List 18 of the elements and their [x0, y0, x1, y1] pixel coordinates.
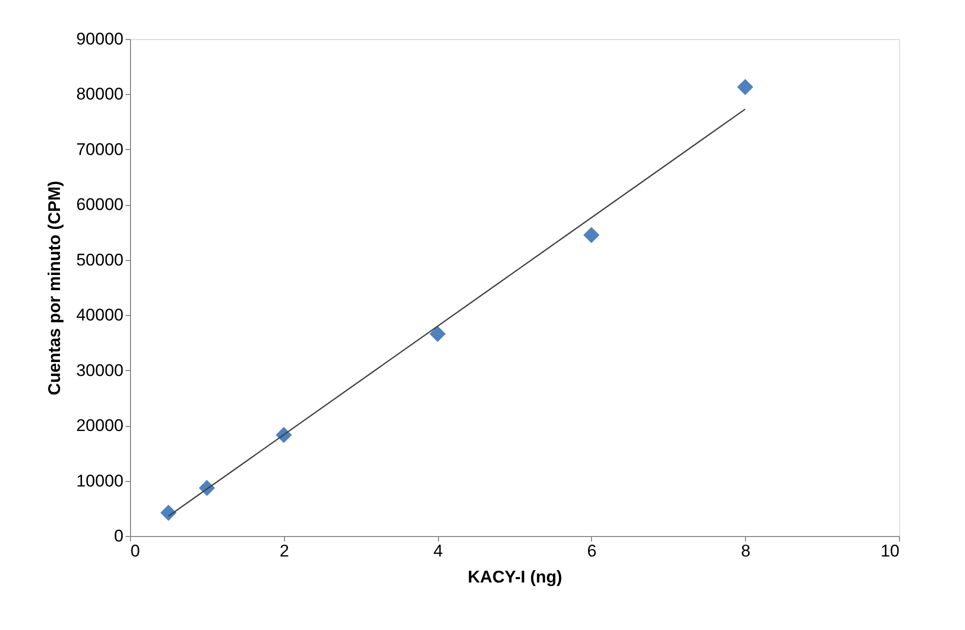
y-tick-label: 80000 [76, 84, 124, 104]
y-tick-label: 0 [114, 526, 124, 546]
y-tick-label: 30000 [76, 360, 124, 380]
x-tick-label: 10 [880, 542, 900, 560]
y-tick-label: 50000 [76, 250, 124, 270]
x-tick-label: 6 [587, 542, 597, 560]
x-tick-label: 8 [740, 542, 750, 560]
x-axis-title: KACY-I (ng) [468, 568, 562, 586]
y-tick-label: 70000 [76, 140, 124, 159]
y-tick-label: 10000 [76, 471, 124, 490]
y-axis-title: Cuentas por minuto (CPM) [45, 180, 64, 396]
x-tick-label: 2 [280, 542, 290, 560]
y-tick-label: 90000 [76, 30, 124, 48]
x-tick-label: 4 [433, 542, 443, 560]
y-tick-label: 60000 [76, 195, 124, 214]
x-tick-label: 0 [130, 542, 140, 560]
y-tick-label: 40000 [76, 306, 124, 325]
y-tick-label: 20000 [76, 416, 124, 436]
